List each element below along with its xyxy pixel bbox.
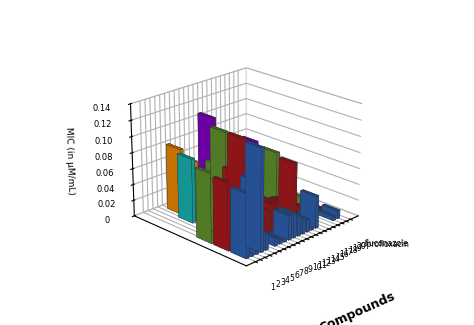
X-axis label: Compounds: Compounds bbox=[318, 289, 398, 325]
